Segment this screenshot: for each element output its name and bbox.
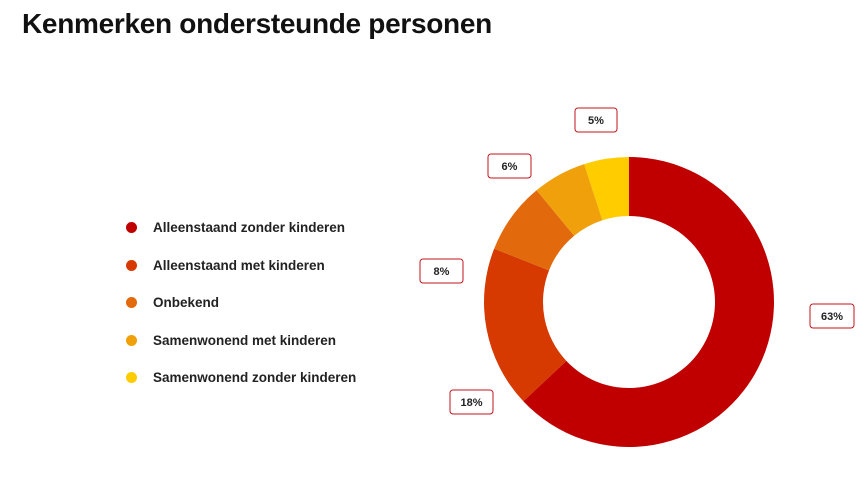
legend-label: Samenwonend met kinderen (153, 332, 337, 348)
data-label: 6% (487, 153, 532, 179)
legend-label: Alleenstaand met kinderen (153, 257, 325, 273)
legend-label: Samenwonend zonder kinderen (153, 370, 357, 386)
legend-item: Samenwonend met kinderen (126, 322, 356, 360)
data-label-box (449, 389, 494, 415)
legend-marker (126, 334, 137, 346)
legend-marker (126, 297, 137, 309)
legend-item: Alleenstaand zonder kinderen (126, 209, 356, 247)
data-label: 5% (574, 107, 618, 133)
legend-item: Samenwonend zonder kinderen (126, 359, 356, 397)
donut-slice (494, 190, 575, 271)
donut-slice (536, 164, 603, 236)
legend-item: Alleenstaand met kinderen (126, 247, 356, 285)
legend-marker (126, 372, 137, 384)
page-title: Kenmerken ondersteunde personen (22, 8, 492, 39)
data-label-text: 8% (434, 266, 450, 278)
donut-slice (584, 157, 629, 221)
data-label-text: 6% (502, 161, 518, 173)
data-label-text: 63% (821, 311, 843, 323)
donut-slice (523, 157, 775, 448)
data-label: 18% (449, 389, 494, 415)
legend-marker (126, 259, 137, 271)
legend-label: Alleenstaand zonder kinderen (153, 220, 346, 236)
data-label-text: 18% (460, 397, 482, 409)
data-label-box (487, 153, 532, 179)
data-label-box (809, 303, 855, 329)
data-label: 63% (809, 303, 855, 329)
data-label: 8% (419, 258, 464, 284)
legend-marker (126, 222, 137, 234)
chart-legend: Alleenstaand zonder kinderen Alleenstaan… (126, 209, 356, 397)
data-label-box (574, 107, 618, 133)
legend-label: Onbekend (153, 295, 220, 311)
data-label-box (419, 258, 464, 284)
donut-slice (484, 248, 567, 402)
legend-item: Onbekend (126, 284, 356, 322)
data-label-text: 5% (588, 115, 604, 127)
